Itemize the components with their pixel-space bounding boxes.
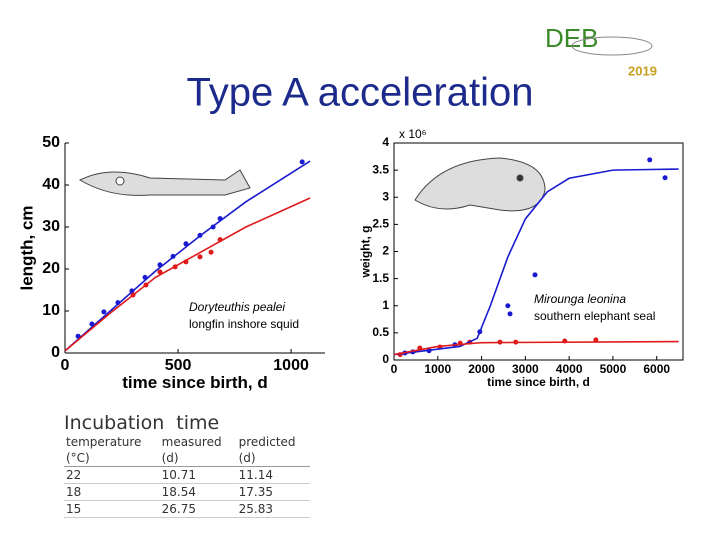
data-point (662, 175, 668, 181)
x-axis-label: time since birth, d (487, 375, 590, 389)
fit-line (393, 168, 679, 356)
x-tick-label: 0 (391, 362, 398, 376)
y-tick-label: 10 (42, 302, 60, 319)
logo-shape (571, 36, 653, 56)
table-cell: 25.83 (236, 500, 310, 518)
y-tick-label: 0 (382, 352, 389, 366)
fit-line (64, 160, 311, 352)
incubation-table: Incubation time temperature measured predi… (64, 412, 310, 518)
table-cell: (°C) (64, 450, 160, 467)
fit-line (64, 197, 311, 352)
table-row: temperature measured predicted (64, 434, 310, 450)
logo-text: DEB (545, 23, 598, 53)
fit-line (393, 340, 679, 356)
y-tick-label: 0.5 (372, 325, 389, 339)
x-tick-label: 0 (61, 357, 70, 374)
table-cell: (d) (236, 450, 310, 467)
table-row: 18 18.54 17.35 (64, 483, 310, 501)
y-axis-label: length, cm (18, 205, 37, 290)
table-cell: (d) (159, 450, 237, 467)
y-tick-label: 1 (382, 298, 389, 312)
y-tick-label: 2.5 (372, 217, 389, 231)
y-tick-label: 1.5 (372, 271, 389, 285)
table-cell: temperature (66, 435, 142, 449)
data-point (647, 157, 653, 163)
y-tick-label: 20 (42, 260, 60, 277)
x-tick-label: 2000 (468, 362, 495, 376)
table-cell: measured (161, 435, 222, 449)
x-tick-label: 6000 (643, 362, 670, 376)
annotation: longfin inshore squid (189, 317, 299, 331)
data-point (593, 337, 599, 343)
data-point (208, 249, 214, 255)
data-point (505, 303, 511, 309)
table-cell: 11.14 (236, 466, 310, 484)
seal-drawing (414, 157, 546, 212)
scale-note: x 10⁶ (399, 127, 427, 141)
x-tick-label: 1000 (273, 357, 309, 374)
y-tick-label: 3 (382, 189, 389, 203)
data-point (101, 309, 107, 315)
table-row: 15 26.75 25.83 (64, 500, 310, 518)
x-axis-label: time since birth, d (122, 373, 267, 392)
table-title: Incubation time (64, 412, 220, 434)
x-tick-label: 5000 (600, 362, 627, 376)
y-tick-label: 40 (42, 176, 60, 193)
x-tick-label: 3000 (512, 362, 539, 376)
x-tick-label: 500 (165, 357, 192, 374)
data-point (532, 272, 538, 278)
x-tick-label: 1000 (424, 362, 451, 376)
logo-year: 2019 (628, 63, 657, 78)
y-tick-label: 30 (42, 218, 60, 235)
annotation: Mirounga leonina (534, 292, 626, 306)
x-tick-label: 4000 (556, 362, 583, 376)
y-axis-label: weight, g (359, 226, 373, 279)
annotation: southern elephant seal (534, 309, 655, 323)
squid-drawing (78, 169, 251, 196)
table: temperature measured predicted (°C) (d) (d) 22… (64, 434, 310, 518)
y-tick-label: 4 (382, 135, 389, 149)
y-tick-label: 50 (42, 134, 60, 151)
table-row: (°C) (d) (d) (64, 450, 310, 467)
data-point (197, 254, 203, 260)
data-point (507, 311, 513, 317)
table-cell: 18.54 (159, 483, 237, 501)
y-tick-label: 3.5 (372, 162, 389, 176)
slide-title: Type A acceleration (187, 71, 534, 115)
data-point (157, 269, 163, 275)
table-cell: 15 (64, 500, 160, 518)
y-tick-label: 0 (51, 344, 60, 361)
table-cell: predicted (238, 435, 296, 449)
table-cell: 18 (64, 483, 160, 501)
table-row: 22 10.71 11.14 (64, 466, 310, 484)
annotation: Doryteuthis pealei (189, 300, 285, 314)
y-tick-label: 2 (382, 244, 389, 258)
table-cell: 10.71 (159, 466, 237, 484)
table-cell: 22 (64, 466, 160, 484)
table-cell: 26.75 (159, 500, 237, 518)
data-point (299, 159, 305, 165)
table-cell: 17.35 (236, 483, 310, 501)
